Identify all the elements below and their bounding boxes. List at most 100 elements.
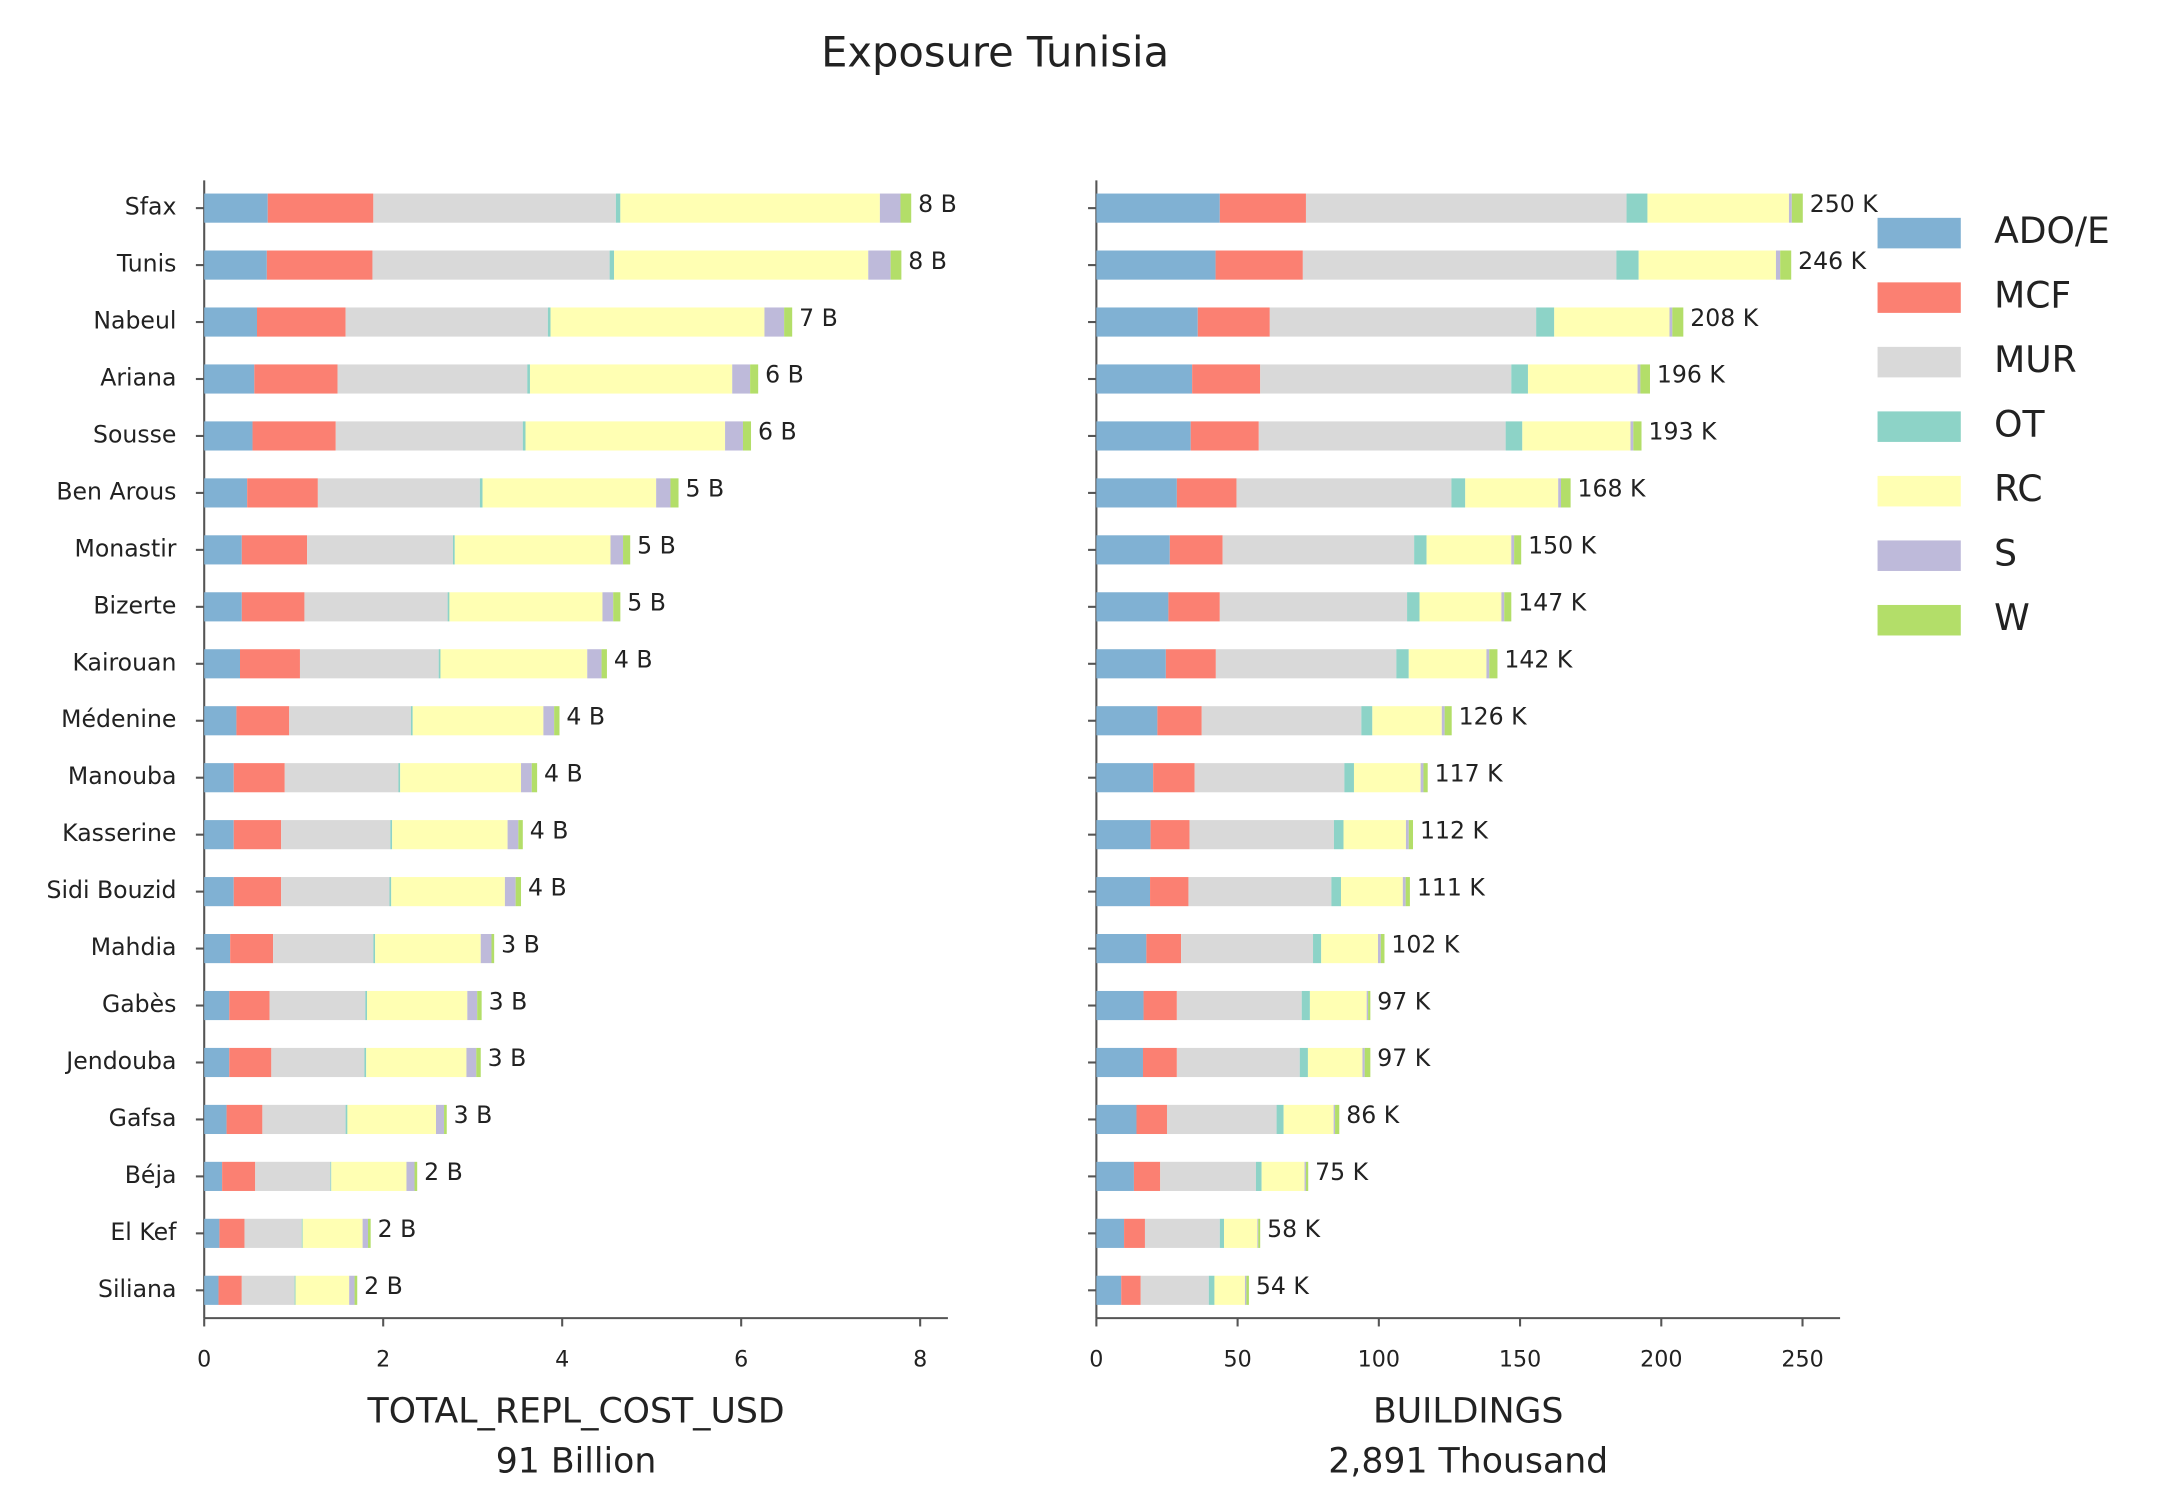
bar-segment bbox=[204, 193, 268, 223]
bar-segment bbox=[1096, 820, 1151, 850]
bar-segment bbox=[1236, 478, 1452, 508]
bar-segment bbox=[1096, 934, 1147, 964]
bar-segment bbox=[266, 250, 373, 280]
bar-segment bbox=[547, 307, 551, 337]
bar-segment bbox=[1420, 763, 1424, 793]
bar-segment bbox=[222, 1161, 256, 1191]
bar-segment bbox=[1143, 990, 1177, 1021]
bar-segment bbox=[337, 364, 528, 394]
legend-swatch bbox=[1877, 411, 1961, 442]
total-label: 8 B bbox=[908, 247, 947, 275]
bar-segment bbox=[1096, 250, 1216, 280]
bar-segment bbox=[1096, 1275, 1122, 1305]
bar-segment bbox=[1096, 877, 1151, 907]
bar-segment bbox=[1190, 421, 1259, 451]
bar-segment bbox=[1414, 535, 1427, 565]
bar-segment bbox=[1511, 364, 1528, 394]
legend-swatch bbox=[1877, 475, 1961, 507]
bar-segment bbox=[1426, 535, 1512, 565]
bar-segment bbox=[1637, 364, 1641, 394]
total-label: 147 K bbox=[1518, 589, 1586, 617]
x-axis-label: TOTAL_REPL_COST_USD bbox=[367, 1391, 785, 1431]
bar-segment bbox=[1301, 990, 1310, 1021]
bar-segment bbox=[477, 990, 482, 1021]
legend-label: W bbox=[1994, 597, 2030, 639]
bar-segment bbox=[1307, 1047, 1363, 1078]
x-axis-label: BUILDINGS bbox=[1373, 1391, 1563, 1431]
bar-segment bbox=[1486, 649, 1490, 679]
x-tick-label: 0 bbox=[1089, 1346, 1103, 1372]
bar-segment bbox=[890, 250, 902, 280]
y-tick-label: Gafsa bbox=[109, 1104, 177, 1132]
bar-segment bbox=[602, 592, 614, 622]
bar-segment bbox=[1343, 820, 1406, 850]
y-tick-label: Mahdia bbox=[91, 933, 177, 961]
y-tick-label: Jendouba bbox=[64, 1047, 176, 1075]
bar-segment bbox=[1255, 1161, 1262, 1191]
bar-segment bbox=[273, 934, 374, 964]
bar-segment bbox=[1633, 421, 1642, 451]
bar-segment bbox=[317, 478, 480, 508]
total-label: 97 K bbox=[1377, 1044, 1430, 1072]
bar-segment bbox=[1096, 706, 1158, 736]
bar-segment bbox=[1244, 1275, 1247, 1305]
total-label: 208 K bbox=[1690, 304, 1758, 332]
bar-segment bbox=[1344, 763, 1354, 793]
bar-segment bbox=[284, 763, 399, 793]
bar-segment bbox=[507, 820, 519, 850]
bar-segment bbox=[1630, 421, 1634, 451]
bar-segment bbox=[354, 1275, 358, 1305]
bar-segment bbox=[1276, 1104, 1284, 1135]
bar-segment bbox=[412, 706, 544, 736]
total-label: 5 B bbox=[627, 589, 666, 617]
bar-segment bbox=[1096, 421, 1191, 451]
bar-segment bbox=[367, 990, 468, 1021]
bar-segment bbox=[784, 307, 793, 337]
bar-segment bbox=[1638, 250, 1776, 280]
y-tick-label: Médenine bbox=[61, 705, 176, 733]
total-label: 97 K bbox=[1377, 987, 1430, 1015]
bar-segment bbox=[900, 193, 912, 223]
bar-segment bbox=[1194, 763, 1345, 793]
total-label: 5 B bbox=[685, 475, 724, 503]
bar-segment bbox=[482, 478, 657, 508]
bar-segment bbox=[304, 592, 448, 622]
total-label: 196 K bbox=[1657, 361, 1725, 389]
bar-segment bbox=[1489, 649, 1498, 679]
bar-segment bbox=[1333, 820, 1344, 850]
bar-segment bbox=[414, 1161, 418, 1191]
bar-segment bbox=[1362, 1047, 1365, 1078]
legend-swatch bbox=[1877, 540, 1961, 571]
bar-segment bbox=[1780, 250, 1792, 280]
bar-segment bbox=[1419, 592, 1502, 622]
bar-segment bbox=[204, 820, 234, 850]
bar-segment bbox=[1150, 877, 1189, 907]
y-tick-label: Ben Arous bbox=[56, 477, 176, 505]
bar-segment bbox=[366, 1047, 467, 1078]
legend-label: ADO/E bbox=[1994, 210, 2110, 252]
bar-segment bbox=[1522, 421, 1631, 451]
bar-segment bbox=[229, 990, 270, 1021]
bar-segment bbox=[1258, 421, 1506, 451]
y-tick-label: Nabeul bbox=[93, 307, 176, 335]
x-tick-label: 6 bbox=[734, 1346, 748, 1372]
bar-segment bbox=[531, 763, 538, 793]
bar-segment bbox=[1669, 307, 1673, 337]
bar-segment bbox=[610, 535, 624, 565]
bar-segment bbox=[204, 1275, 219, 1305]
bar-segment bbox=[204, 1047, 230, 1078]
bar-segment bbox=[1188, 877, 1332, 907]
total-label: 2 B bbox=[378, 1215, 417, 1243]
total-label: 112 K bbox=[1420, 816, 1488, 844]
bar-segment bbox=[1176, 990, 1302, 1021]
bar-segment bbox=[620, 193, 880, 223]
bar-segment bbox=[204, 478, 248, 508]
bar-segment bbox=[204, 1161, 223, 1191]
bar-segment bbox=[241, 535, 308, 565]
bar-segment bbox=[1168, 592, 1220, 622]
total-label: 54 K bbox=[1256, 1272, 1309, 1300]
bar-segment bbox=[247, 478, 318, 508]
bar-segment bbox=[1096, 1161, 1134, 1191]
legend-label: RC bbox=[1994, 468, 2042, 510]
bar-segment bbox=[435, 1104, 445, 1135]
